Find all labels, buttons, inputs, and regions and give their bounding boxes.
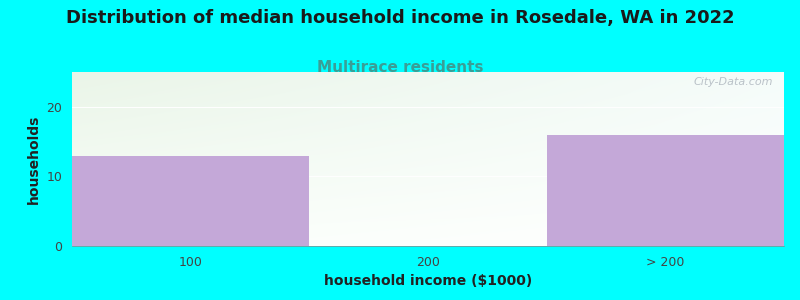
Y-axis label: households: households (27, 114, 41, 204)
Bar (546, 135, 784, 246)
X-axis label: household income ($1000): household income ($1000) (324, 274, 532, 288)
Text: Multirace residents: Multirace residents (317, 60, 483, 75)
Bar (72, 155, 310, 246)
Text: Distribution of median household income in Rosedale, WA in 2022: Distribution of median household income … (66, 9, 734, 27)
Text: City-Data.com: City-Data.com (694, 77, 774, 87)
